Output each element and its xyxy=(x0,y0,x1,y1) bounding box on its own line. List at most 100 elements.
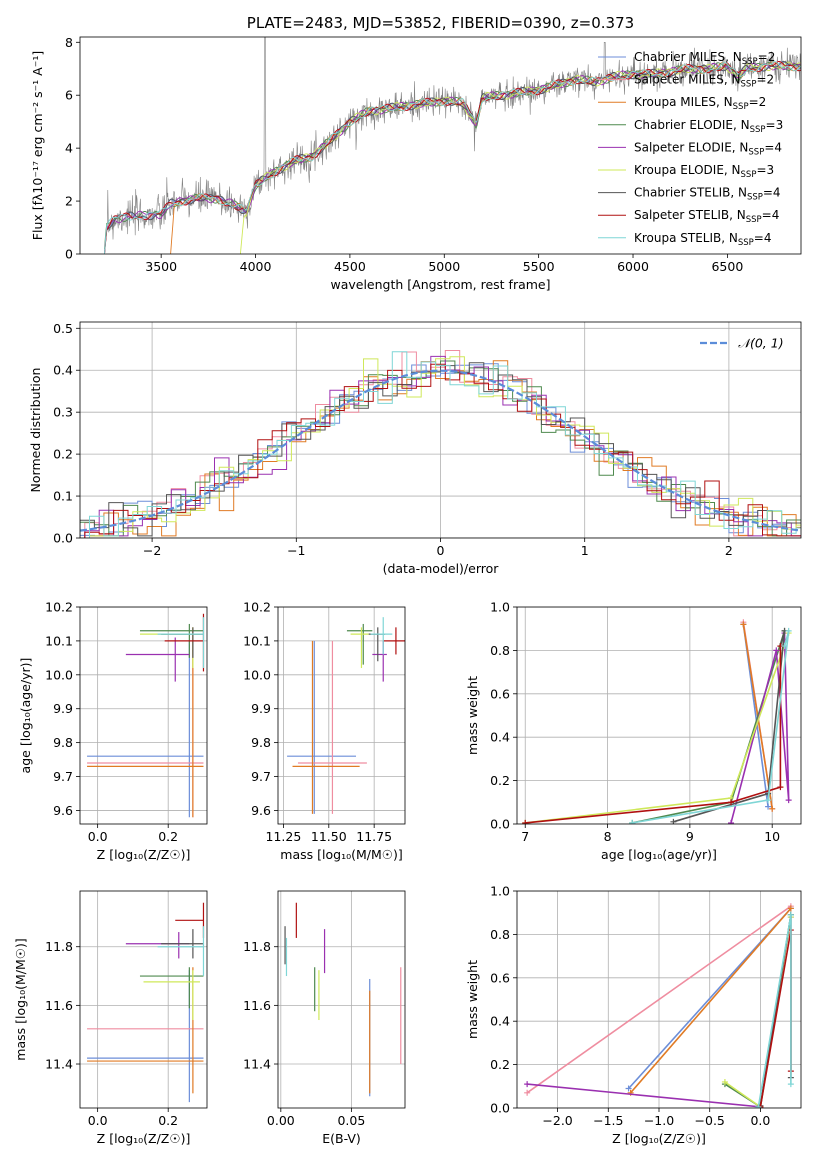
x-tick-label: 6500 xyxy=(711,259,743,274)
x-tick-label: 5000 xyxy=(428,259,460,274)
model-spectrum-salpeter_miles xyxy=(104,60,801,254)
weight-marker-salpeter_elodie xyxy=(728,819,735,824)
y-tick-label: 0.0 xyxy=(490,1101,510,1116)
legend-entry: Kroupa MILES, NSSP=2 xyxy=(634,95,766,112)
y-tick-label: 0.2 xyxy=(490,1057,510,1072)
y-tick-label: 9.8 xyxy=(251,735,271,750)
x-tick-label: 0.2 xyxy=(158,829,178,844)
weight-marker-kroupa_stelib xyxy=(629,819,636,824)
model-spectrum-kroupa_stelib xyxy=(104,61,801,254)
panel-weight_vs_Z: −2.0 −1.5 −1.0 −0.5 0.0 0.0 0.2 0.4 0.6 0.8 1.0 Z [… xyxy=(465,884,802,1146)
model-spectrum-kroupa_miles xyxy=(170,61,801,254)
y-tick-label: 4 xyxy=(65,141,73,156)
x-tick-label: −0.5 xyxy=(695,1113,725,1128)
panel-age_vs_mass: 11.25 11.50 11.75 9.6 9.7 9.8 9.9 10.0 10.1 10.2 m… xyxy=(243,600,406,862)
weight-line-chabrier_elodie xyxy=(724,914,792,1108)
weight-marker-kroupa_stelib xyxy=(787,911,794,918)
x-tick-label: −2 xyxy=(143,543,161,558)
weight-marker-salpeter_stelib xyxy=(728,799,735,806)
y-tick-label: 0.6 xyxy=(490,970,510,985)
y-axis-label: mass weight xyxy=(465,960,480,1039)
y-tick-label: 10.2 xyxy=(243,600,271,615)
y-tick-label: 10.2 xyxy=(45,600,73,615)
plot-area xyxy=(278,891,405,1108)
x-tick-label: 11.75 xyxy=(356,829,392,844)
y-tick-label: 9.9 xyxy=(251,701,271,716)
plot-area xyxy=(517,607,801,824)
y-tick-label: 0.0 xyxy=(53,531,73,546)
weight-marker-chabrier_miles xyxy=(765,803,772,810)
weight-line-kroupa_miles xyxy=(629,907,792,1094)
y-tick-label: 9.9 xyxy=(53,701,73,716)
weight-line-kroupa_stelib xyxy=(757,914,792,1108)
grid xyxy=(278,607,405,824)
x-axis-label: Z [log₁₀(Z/Z☉)] xyxy=(97,1131,191,1146)
legend-entry: 𝒩(0, 1) xyxy=(738,336,784,351)
legend-entry: Chabrier STELIB, NSSP=4 xyxy=(634,186,781,203)
x-tick-label: 7 xyxy=(521,829,529,844)
panel-age_vs_Z: 0.0 0.2 9.6 9.7 9.8 9.9 10.0 10.1 10.2 Z [log₁₀(Z… xyxy=(18,600,208,862)
x-tick-label: −1 xyxy=(287,543,305,558)
model-spectrum-salpeter_stelib xyxy=(104,60,801,254)
y-tick-label: 11.6 xyxy=(45,998,73,1013)
y-tick-label: 11.4 xyxy=(45,1057,73,1072)
weight-marker-salpeter_elodie xyxy=(785,797,792,804)
axes-frame xyxy=(79,36,802,255)
y-tick-label: 0.6 xyxy=(490,686,510,701)
weight-marker-salpeter_miles xyxy=(524,1089,531,1096)
legend: 𝒩(0, 1) xyxy=(700,336,784,351)
y-tick-label: 9.6 xyxy=(53,803,73,818)
y-tick-label: 10.0 xyxy=(45,667,73,682)
weight-line-salpeter_stelib xyxy=(759,929,792,1108)
y-tick-label: 9.7 xyxy=(251,769,271,784)
model-spectrum-salpeter_elodie xyxy=(104,62,801,253)
legend-entry: Salpeter ELODIE, NSSP=4 xyxy=(634,140,782,157)
y-axis-label: mass [log₁₀(M/M☉)] xyxy=(13,938,28,1060)
y-tick-label: 0.5 xyxy=(53,321,73,336)
weight-line-salpeter_miles xyxy=(526,905,792,1094)
weight-marker-kroupa_miles xyxy=(769,805,776,812)
weight-marker-kroupa_miles xyxy=(787,905,794,912)
plot-area xyxy=(517,891,801,1108)
y-axis-label: mass weight xyxy=(465,676,480,755)
y-tick-label: 0.2 xyxy=(53,447,73,462)
panel-mass_vs_ebv: 0.00 0.05 11.4 11.6 11.8 E(B-V) xyxy=(243,890,406,1146)
x-axis-label: mass [log₁₀(M/M☉)] xyxy=(280,847,402,862)
y-tick-label: 0.2 xyxy=(490,773,510,788)
y-tick-label: 0 xyxy=(65,247,73,262)
x-tick-label: 11.25 xyxy=(266,829,302,844)
x-tick-label: 4000 xyxy=(240,259,272,274)
x-tick-label: 0.2 xyxy=(158,1113,178,1128)
x-axis-label: E(B-V) xyxy=(322,1131,361,1146)
legend-entry: Chabrier ELODIE, NSSP=3 xyxy=(634,118,783,135)
y-tick-label: 8 xyxy=(65,35,73,50)
axes-frame xyxy=(516,606,802,825)
x-axis-label: Z [log₁₀(Z/Z☉)] xyxy=(97,847,191,862)
y-tick-label: 0.3 xyxy=(53,405,73,420)
model-spectrum-chabrier_miles xyxy=(104,61,801,254)
plot-area xyxy=(104,37,801,254)
x-tick-label: 1 xyxy=(581,543,589,558)
legend-entry: Kroupa ELODIE, NSSP=3 xyxy=(634,163,774,180)
x-tick-label: 0.0 xyxy=(88,829,108,844)
weight-marker-kroupa_miles xyxy=(740,621,747,628)
weight-marker-salpeter_stelib xyxy=(777,784,784,791)
weight-marker-salpeter_stelib xyxy=(522,819,529,824)
axes-frame xyxy=(79,606,208,825)
y-tick-label: 0.4 xyxy=(490,1014,510,1029)
y-axis-label: Flux [fλ10⁻¹⁷ erg cm⁻² s⁻¹ A⁻¹] xyxy=(30,51,45,240)
x-tick-label: 0 xyxy=(437,543,445,558)
y-tick-label: 1.0 xyxy=(490,600,510,615)
axes-frame xyxy=(277,890,406,1109)
histogram-kroupa_elodie xyxy=(89,356,801,538)
y-tick-label: 10.1 xyxy=(45,633,73,648)
y-tick-label: 11.8 xyxy=(243,939,271,954)
y-tick-label: 11.4 xyxy=(243,1057,271,1072)
weight-marker-kroupa_stelib xyxy=(787,1081,794,1088)
weight-marker-chabrier_miles xyxy=(625,1085,632,1092)
legend-entry: Kroupa STELIB, NSSP=4 xyxy=(634,231,772,248)
plot-area xyxy=(80,891,207,1108)
y-tick-label: 0.1 xyxy=(53,489,73,504)
x-tick-label: 9 xyxy=(686,829,694,844)
